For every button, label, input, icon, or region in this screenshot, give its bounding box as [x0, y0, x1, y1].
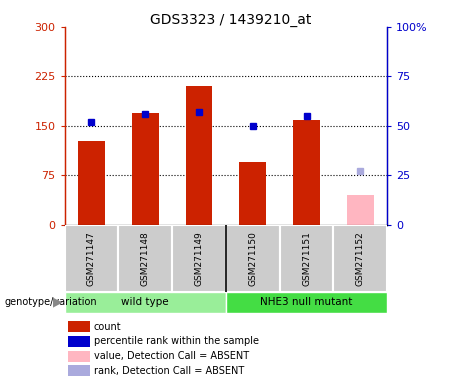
- Text: GSM271149: GSM271149: [195, 231, 203, 286]
- Bar: [333, 225, 387, 292]
- Bar: [118, 225, 172, 292]
- Text: GSM271148: GSM271148: [141, 231, 150, 286]
- Bar: [293, 121, 320, 225]
- Text: GSM271147: GSM271147: [87, 231, 96, 286]
- Bar: [132, 113, 159, 225]
- Text: count: count: [94, 322, 121, 332]
- Text: GSM271150: GSM271150: [248, 231, 257, 286]
- Bar: [68, 336, 90, 347]
- Text: NHE3 null mutant: NHE3 null mutant: [260, 297, 353, 308]
- Bar: [65, 292, 226, 313]
- Text: value, Detection Call = ABSENT: value, Detection Call = ABSENT: [94, 351, 248, 361]
- Bar: [68, 351, 90, 362]
- Text: GSM271152: GSM271152: [356, 231, 365, 286]
- Bar: [239, 162, 266, 225]
- Text: rank, Detection Call = ABSENT: rank, Detection Call = ABSENT: [94, 366, 244, 376]
- Text: ▶: ▶: [53, 296, 62, 309]
- Text: GDS3323 / 1439210_at: GDS3323 / 1439210_at: [150, 13, 311, 27]
- Bar: [347, 195, 374, 225]
- Bar: [185, 86, 213, 225]
- Bar: [226, 225, 280, 292]
- Text: percentile rank within the sample: percentile rank within the sample: [94, 336, 259, 346]
- Bar: [65, 225, 118, 292]
- Bar: [68, 366, 90, 376]
- Bar: [68, 321, 90, 332]
- Bar: [280, 225, 333, 292]
- Bar: [172, 225, 226, 292]
- Bar: [226, 292, 387, 313]
- Text: genotype/variation: genotype/variation: [5, 297, 97, 308]
- Text: wild type: wild type: [121, 297, 169, 308]
- Bar: [78, 141, 105, 225]
- Text: GSM271151: GSM271151: [302, 231, 311, 286]
